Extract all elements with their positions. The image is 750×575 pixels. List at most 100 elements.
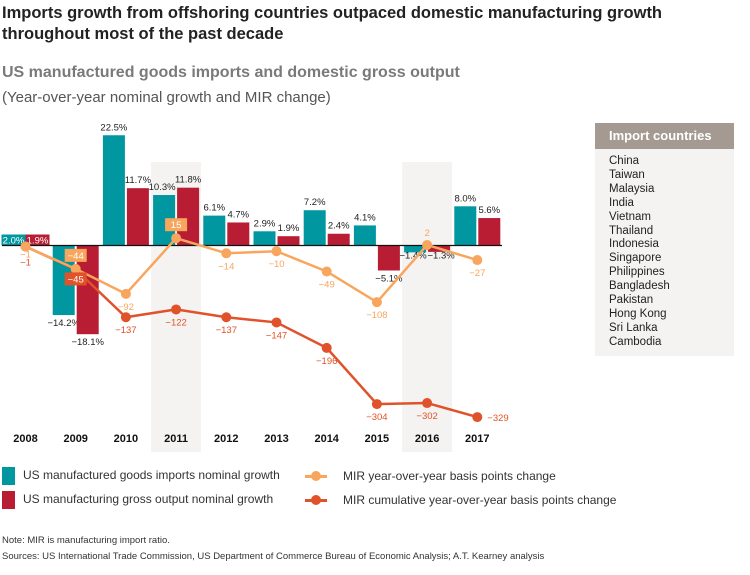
x-tick-label: 2013: [264, 433, 288, 445]
point-mir-yoy-2013: [271, 246, 282, 257]
point-mir-yoy-2010: [120, 288, 131, 299]
line-data-label: −196: [316, 356, 337, 367]
legend-label: MIR year-over-year basis points change: [343, 469, 556, 483]
bar-data-label: 4.1%: [354, 212, 376, 223]
point-mir-cumulative-2016: [422, 398, 433, 409]
x-tick-label: 2011: [164, 433, 188, 445]
bar-data-label: 6.1%: [203, 203, 225, 214]
line-data-label: −44: [68, 251, 84, 262]
bar-label-box: [1, 234, 26, 246]
point-mir-yoy-2012: [221, 248, 232, 259]
line-data-label: −49: [319, 279, 335, 290]
bar-imports-2017: [454, 206, 477, 246]
line-data-label: −137: [115, 325, 136, 336]
bar-data-label: −14.2%: [47, 318, 80, 329]
legend-label: US manufactured goods imports nominal gr…: [23, 468, 280, 483]
legend-item-mir-cumulative: MIR cumulative year-over-year basis poin…: [305, 493, 616, 507]
country-item: Indonesia: [609, 238, 659, 251]
legend-swatch-red: [2, 491, 15, 509]
bar-data-label: 4.7%: [227, 209, 249, 220]
country-item: Thailand: [609, 224, 654, 237]
x-tick-label: 2015: [365, 433, 389, 445]
line-data-label: −27: [469, 268, 485, 279]
line-data-label: −304: [366, 412, 387, 423]
legend-label: US manufacturing gross output nominal gr…: [23, 492, 274, 507]
bar-data-label: 7.2%: [304, 197, 326, 208]
country-item: Philippines: [609, 266, 665, 279]
point-mir-cumulative-2011: [171, 304, 182, 315]
country-item: Taiwan: [609, 168, 645, 181]
line-data-label: −147: [266, 330, 287, 341]
line-data-label: −137: [216, 325, 237, 336]
bar-imports-2013: [253, 231, 276, 246]
page-title: Imports growth from offshoring countries…: [2, 4, 663, 43]
legend-item-mir-yoy: MIR year-over-year basis points change: [305, 469, 556, 483]
country-item: Bangladesh: [609, 280, 670, 293]
bar-data-label: 11.7%: [125, 175, 152, 186]
bar-data-label: 10.3%: [149, 182, 176, 193]
bar-data-label: −1.4%: [399, 251, 427, 262]
bar-imports-2016: [404, 245, 427, 253]
country-list: China Taiwan Malaysia India Vietnam Thailand I…: [609, 155, 734, 350]
x-tick-label: 2009: [63, 433, 87, 445]
bar-imports-2012: [203, 215, 226, 246]
bar-output-2009: [76, 245, 99, 335]
line-data-label: 15: [171, 220, 182, 231]
x-tick-label: 2016: [415, 433, 439, 445]
country-item: Malaysia: [609, 182, 655, 195]
point-mir-cumulative-2015: [371, 399, 382, 410]
country-item: China: [609, 155, 640, 167]
line-label-box: [64, 272, 87, 286]
bar-data-label: 2.4%: [328, 221, 350, 232]
legend-item-imports: US manufactured goods imports nominal gr…: [2, 467, 280, 485]
legend-label: MIR cumulative year-over-year basis poin…: [343, 493, 617, 507]
line-data-label: −14: [218, 261, 234, 272]
bar-output-2012: [227, 222, 250, 246]
bar-output-2014: [327, 233, 350, 246]
line-data-label: −108: [366, 310, 387, 321]
country-item: Sri Lanka: [609, 321, 658, 334]
line-data-label: −10: [268, 259, 284, 270]
footnote: Note: MIR is manufacturing import ratio.: [2, 535, 170, 546]
bar-data-label: 11.8%: [175, 175, 202, 186]
line-data-label: −1: [20, 250, 31, 261]
chart-subtitle: US manufactured goods imports and domest…: [2, 64, 460, 81]
point-mir-yoy-2014: [321, 266, 332, 277]
line-label-box: [165, 218, 188, 232]
chart-subtitle-units: (Year-over-year nominal growth and MIR c…: [2, 89, 331, 106]
bar-output-2010: [126, 188, 149, 246]
bar-data-label: 1.9%: [27, 236, 49, 247]
bar-imports-2011: [153, 195, 176, 246]
bar-data-label: 2.9%: [254, 218, 276, 229]
legend-line-light-orange: [305, 471, 327, 482]
point-mir-yoy-2015: [371, 297, 382, 308]
bar-output-2017: [478, 218, 501, 246]
x-tick-label: 2017: [465, 433, 489, 445]
bar-output-2015: [377, 245, 400, 271]
line-data-label: −122: [165, 317, 186, 328]
bar-data-label: 1.9%: [278, 223, 300, 234]
x-tick-label: 2008: [13, 433, 37, 445]
point-mir-yoy-2017: [472, 255, 483, 266]
line-label-box: [64, 248, 87, 262]
bar-imports-2010: [102, 135, 125, 246]
line-data-label: −329: [487, 413, 508, 424]
point-mir-yoy-2009: [70, 263, 81, 274]
legend-line-dark-orange: [305, 495, 327, 506]
bar-data-label: 2.0%: [3, 236, 25, 247]
line-data-label: −45: [68, 274, 84, 285]
bar-output-2013: [277, 236, 300, 246]
line-data-label: −302: [416, 411, 437, 422]
point-mir-yoy-2011: [171, 233, 182, 244]
sources: Sources: US International Trade Commissi…: [2, 551, 545, 562]
x-tick-label: 2010: [114, 433, 138, 445]
legend-item-output: US manufacturing gross output nominal gr…: [2, 491, 273, 509]
x-tick-label: 2014: [314, 433, 339, 445]
bar-label-box: [25, 234, 50, 246]
country-item: Singapore: [609, 252, 662, 265]
bar-data-label: −18.1%: [71, 337, 104, 348]
line-mir-cumulative: [24, 245, 478, 419]
bar-imports-2015: [353, 225, 376, 246]
bar-data-label: −1.3%: [427, 251, 455, 262]
